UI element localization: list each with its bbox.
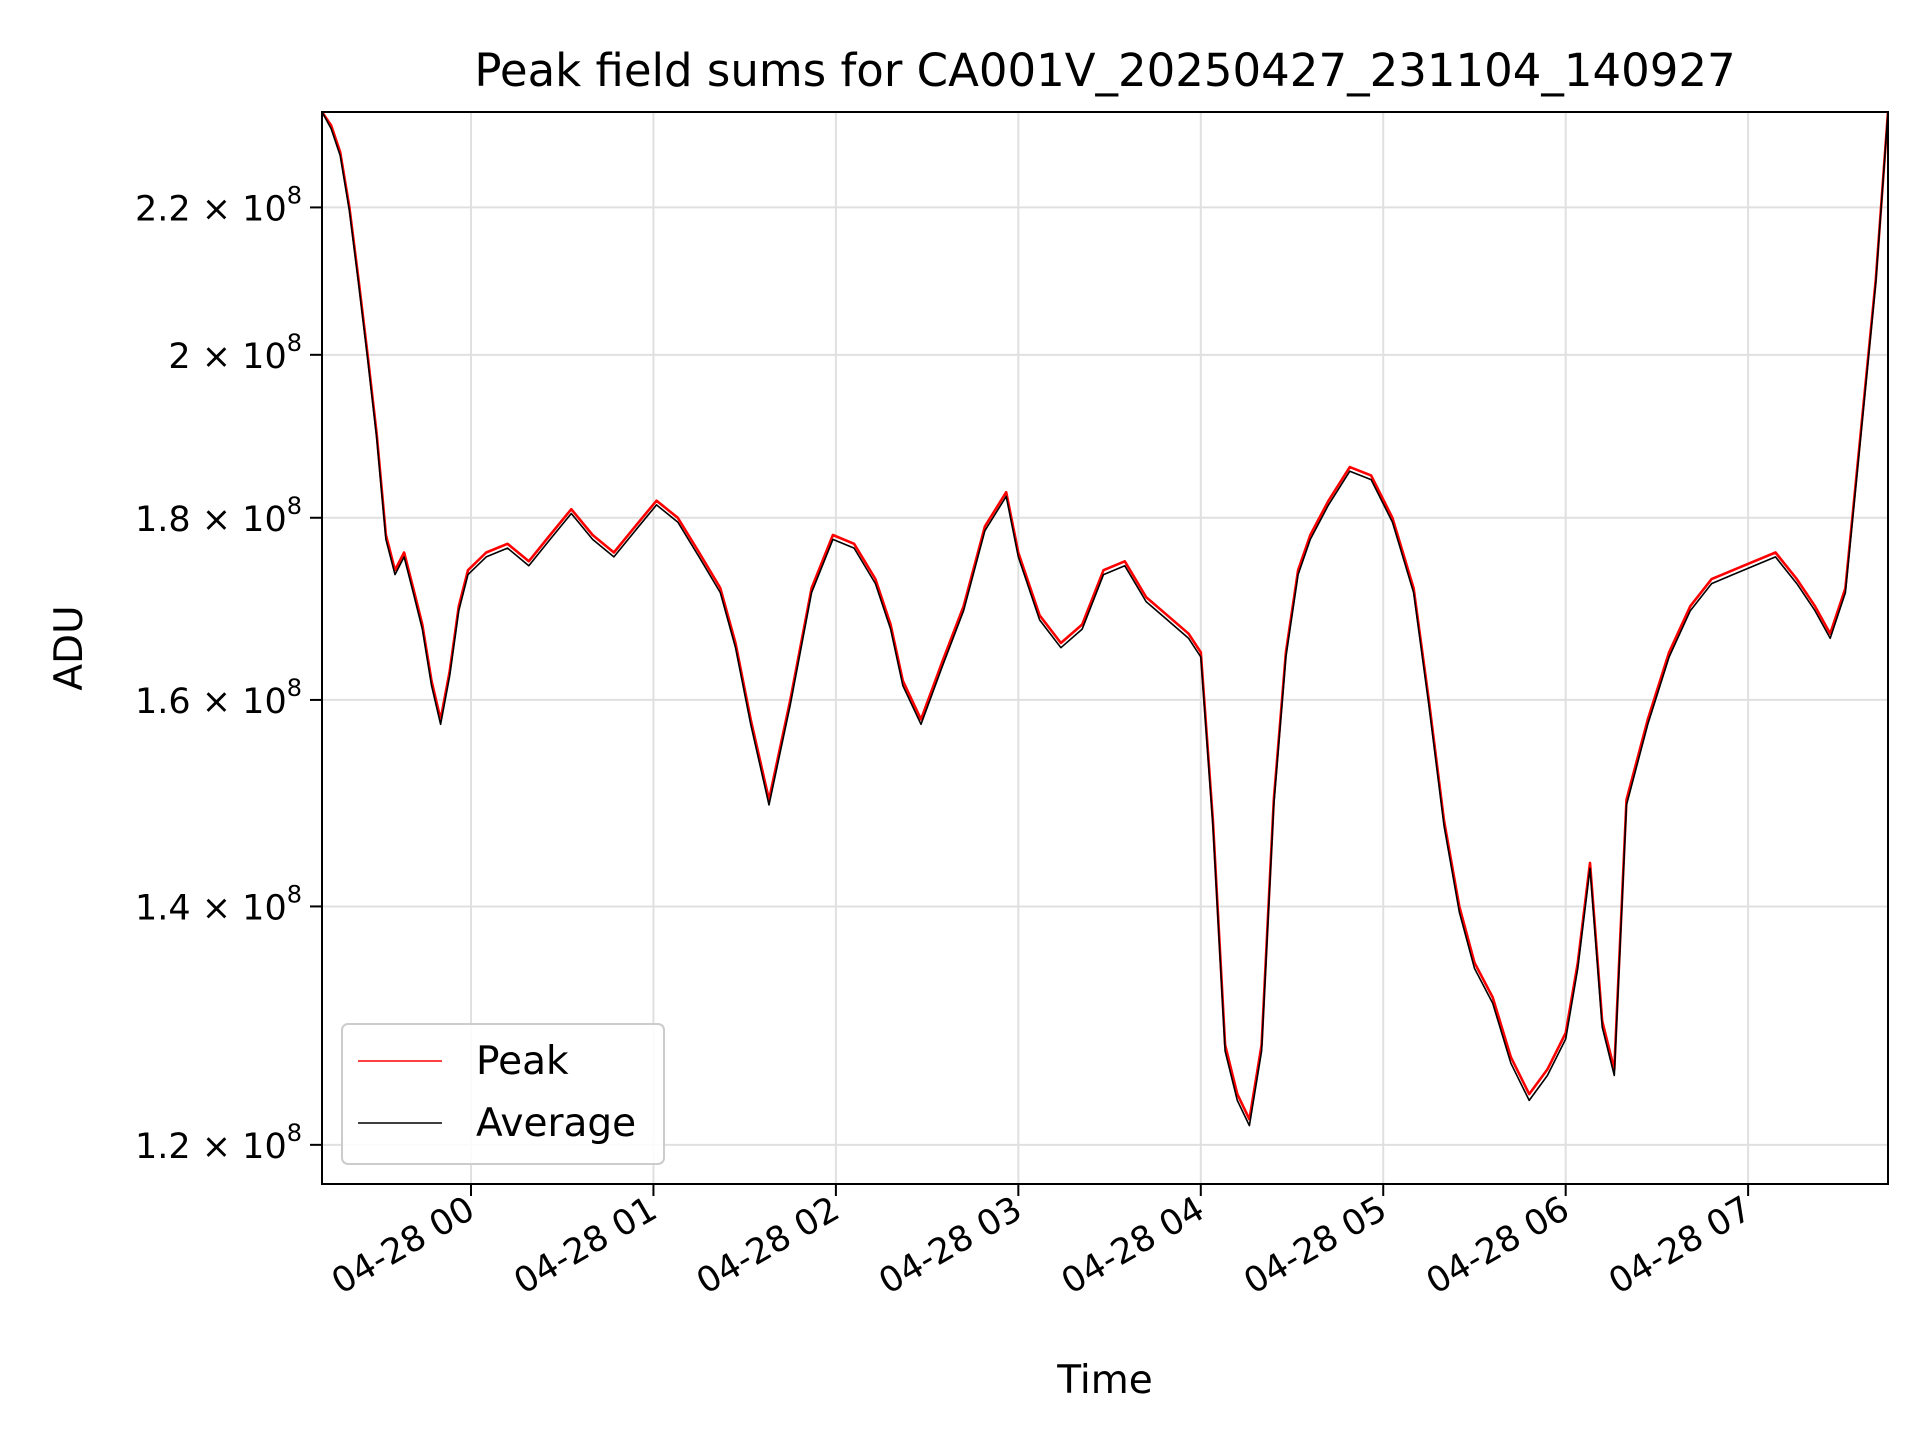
legend-label-average: Average [476,1101,636,1146]
y-axis-label: ADU [47,605,92,690]
y-tick-label-5: 2.2 × 108 [135,181,302,229]
y-tick-label-1: 1.4 × 108 [135,880,302,928]
y-tick-label-4: 2 × 108 [168,329,302,377]
y-tick-label-3: 1.8 × 108 [135,492,302,540]
grid [322,112,1888,1184]
y-tick-label-2: 1.6 × 108 [135,674,302,722]
series-line-peak [322,112,1888,1121]
legend-box [341,1023,665,1165]
legend: Peak Average [341,1023,665,1165]
y-tick-label-0: 1.2 × 108 [135,1119,302,1167]
x-axis-label: Time [1056,1358,1152,1403]
series-lines [322,112,1888,1127]
y-axis: 1.2 × 108 1.4 × 108 1.6 × 108 1.8 × 108 2 × … [135,181,322,1167]
plot-frame [321,111,1889,1185]
chart-title: Peak field sums for CA001V_20250427_2311… [474,44,1735,97]
series-line-average [322,112,1888,1127]
legend-label-peak: Peak [476,1039,569,1084]
